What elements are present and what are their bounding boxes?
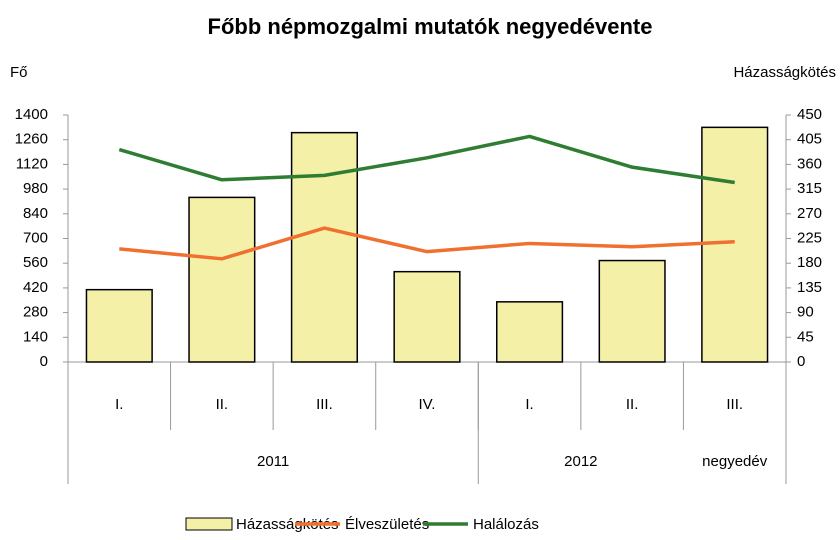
y2-tick-label: 0	[797, 353, 805, 370]
y-tick-label: 280	[23, 304, 48, 321]
x-tick-label: III.	[316, 396, 333, 413]
x-tick-label: I.	[115, 396, 123, 413]
line	[118, 134, 735, 185]
x-tick-label: II.	[626, 396, 639, 413]
y2-axis-label: Házasságkötés	[733, 64, 836, 81]
bar	[188, 196, 256, 363]
bar	[495, 301, 564, 363]
line	[119, 226, 735, 261]
bar	[85, 288, 153, 363]
bar	[290, 131, 359, 363]
y-tick-label: 420	[23, 279, 48, 296]
y-tick-label: 1400	[15, 106, 48, 123]
y-tick-label: 140	[23, 328, 48, 345]
y-tick-label: 1260	[15, 131, 48, 148]
legend-label: Halálozás	[473, 516, 539, 533]
y-axis-label: Fő	[10, 64, 28, 81]
y-tick-label: 1120	[16, 155, 48, 172]
chart-title: Főbb népmozgalmi mutatók negyedévente	[208, 14, 653, 39]
x-tick-label: I.	[525, 396, 533, 413]
y2-tick-label: 135	[797, 279, 822, 296]
y2-tick-label: 360	[797, 155, 822, 172]
group-label: 2011	[257, 453, 289, 470]
y2-tick-label: 180	[797, 254, 822, 271]
bar	[598, 259, 666, 363]
group-label: 2012	[564, 453, 597, 470]
legend-swatch	[185, 517, 233, 531]
y-tick-label: 840	[23, 205, 48, 222]
y2-tick-label: 450	[797, 106, 822, 123]
y-tick-label: 980	[23, 180, 48, 197]
x-tick-label: III.	[726, 396, 743, 413]
y2-tick-label: 90	[797, 304, 814, 321]
y-tick-label: 700	[23, 229, 48, 246]
group-note: negyedév	[702, 453, 768, 470]
legend-label: Házasságkötés	[236, 516, 339, 533]
y2-tick-label: 315	[797, 180, 822, 197]
x-tick-label: II.	[216, 396, 229, 413]
legend-label: Élveszületés	[345, 516, 429, 533]
y-tick-label: 0	[40, 353, 48, 370]
x-tick-label: IV.	[419, 396, 436, 413]
bar	[393, 270, 461, 363]
y2-tick-label: 225	[797, 229, 822, 246]
y-tick-label: 560	[23, 254, 48, 271]
y2-tick-label: 405	[797, 131, 822, 148]
y2-tick-label: 270	[797, 205, 822, 222]
y2-tick-label: 45	[797, 328, 814, 345]
bar	[701, 126, 769, 363]
